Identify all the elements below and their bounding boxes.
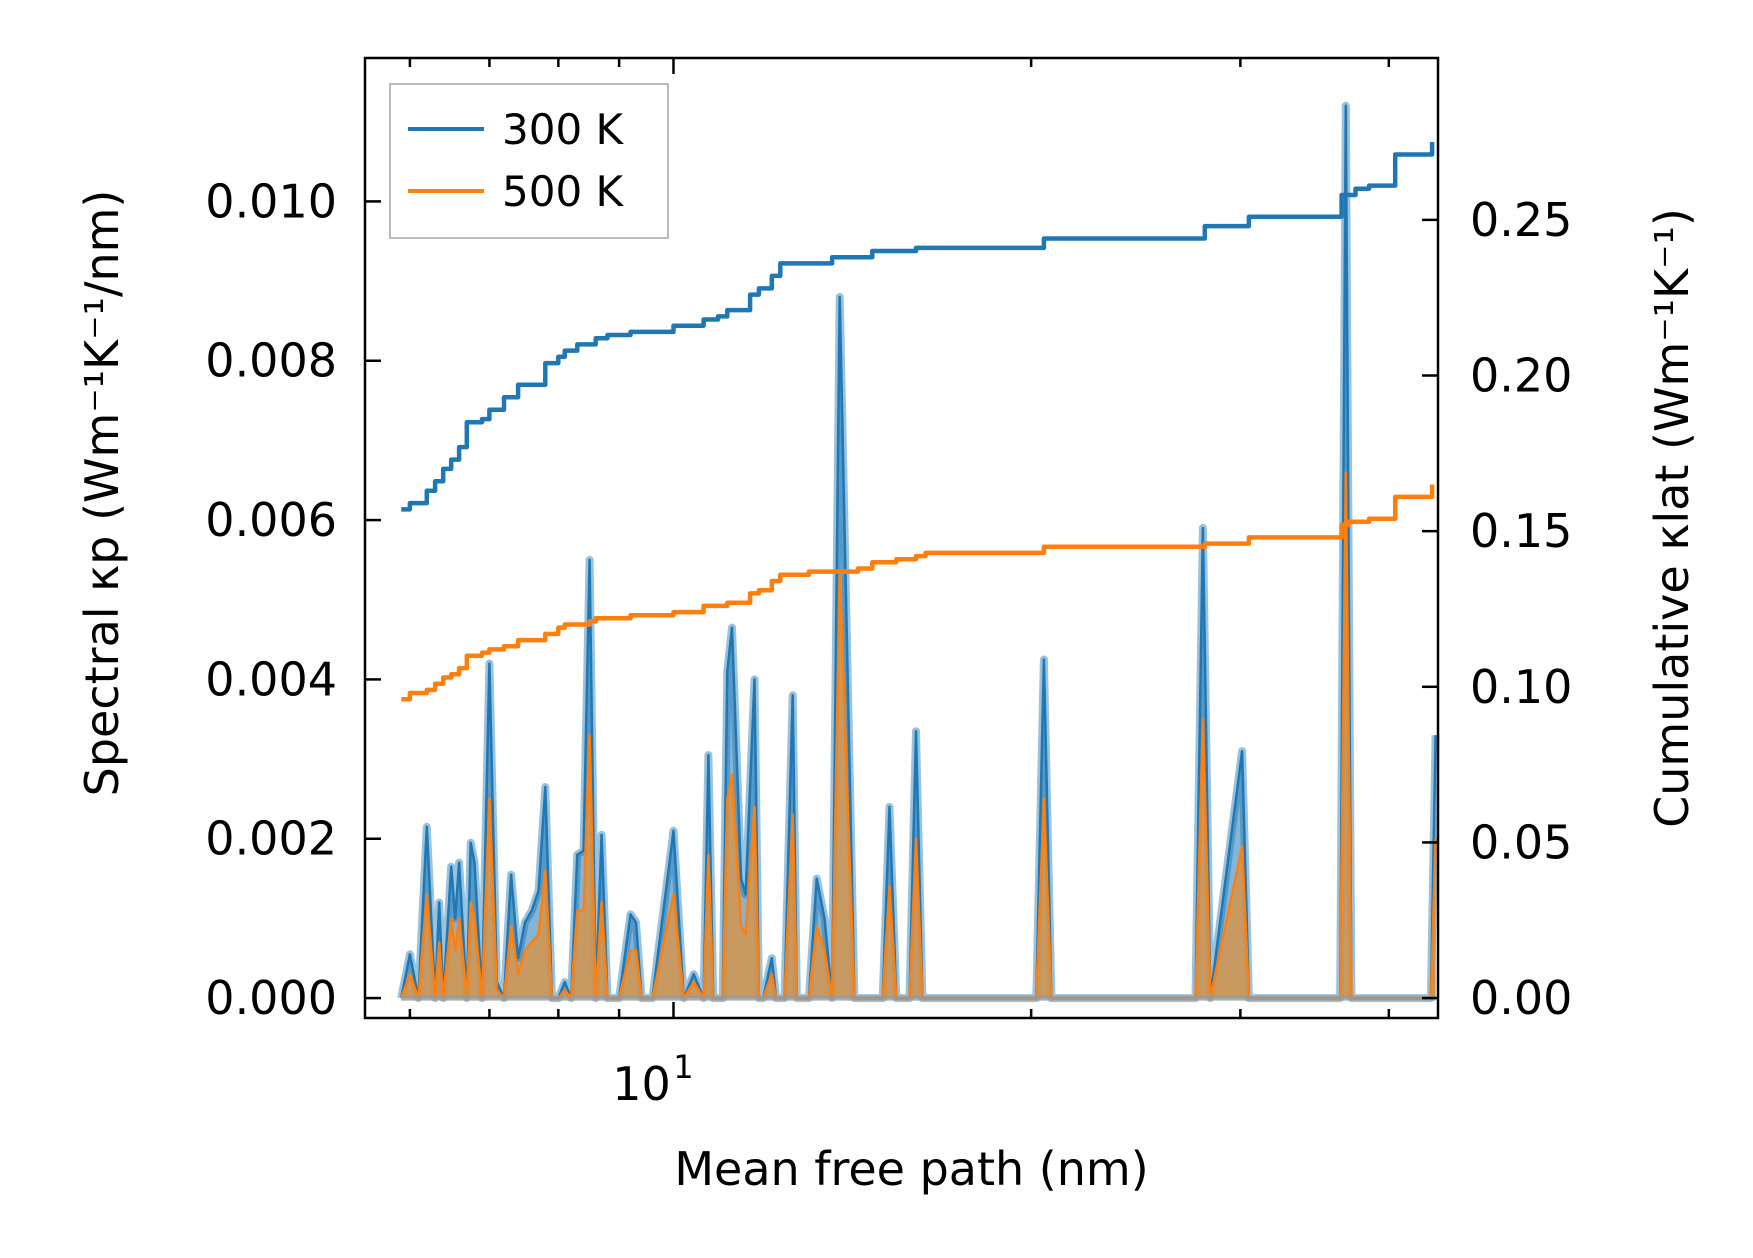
y-axis-right-title: Cumulative κlat (Wm⁻¹K⁻¹)	[1645, 208, 1699, 828]
y-left-tick-label: 0.002	[205, 812, 337, 866]
y-right-tick-label: 0.00	[1470, 971, 1572, 1025]
y-right-tick-label: 0.10	[1470, 660, 1572, 714]
x-axis-title: Mean free path (nm)	[674, 1142, 1148, 1196]
legend: 300 K 500 K	[389, 83, 669, 239]
cumulative-line-500k	[401, 484, 1435, 702]
legend-label-500k: 500 K	[502, 167, 625, 216]
y-right-tick-label: 0.05	[1470, 815, 1572, 869]
x-tick-label-exponent: 1	[673, 1048, 693, 1086]
cumulative-lines	[401, 142, 1435, 702]
y-left-tick-label: 0.010	[205, 174, 337, 228]
y-right-tick-label: 0.20	[1470, 349, 1572, 403]
axis-tick-labels: 10 1 0.000 0.002 0.004 0.006 0.008 0.010 0.00 0.0…	[205, 174, 1572, 1111]
y-right-tick-label: 0.25	[1470, 193, 1572, 247]
y-left-tick-label: 0.000	[205, 971, 337, 1025]
y-left-tick-label: 0.008	[205, 334, 337, 388]
axis-ticks	[365, 58, 1438, 1018]
legend-label-300k: 300 K	[502, 105, 625, 154]
legend-box	[389, 83, 669, 239]
x-tick-label: 10	[612, 1057, 671, 1111]
y-left-tick-label: 0.004	[205, 652, 337, 706]
y-axis-left-title: Spectral κp (Wm⁻¹K⁻¹/nm)	[75, 190, 129, 797]
plot-frame	[363, 56, 1440, 1020]
y-right-tick-label: 0.15	[1470, 504, 1572, 558]
spectral-line-500k	[400, 471, 1437, 1000]
spectral-line-300k	[399, 104, 1437, 1000]
y-left-tick-label: 0.006	[205, 493, 337, 547]
spectral-fills	[397, 101, 1440, 1003]
cumulative-line-300k	[401, 142, 1435, 512]
